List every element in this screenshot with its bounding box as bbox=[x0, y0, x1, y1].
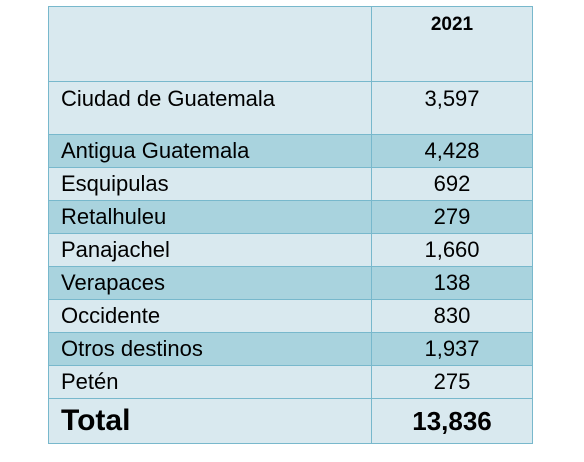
table-header-row: 2021 bbox=[48, 6, 533, 82]
table-row: Esquipulas 692 bbox=[48, 167, 533, 201]
table-row: Occidente 830 bbox=[48, 299, 533, 333]
destination-cell: Occidente bbox=[48, 299, 372, 333]
total-value-cell: 13,836 bbox=[371, 398, 533, 444]
table-row: Otros destinos 1,937 bbox=[48, 332, 533, 366]
value-cell: 138 bbox=[371, 266, 533, 300]
header-year-cell: 2021 bbox=[371, 6, 533, 82]
destination-cell: Retalhuleu bbox=[48, 200, 372, 234]
destination-cell: Esquipulas bbox=[48, 167, 372, 201]
table-row: Panajachel 1,660 bbox=[48, 233, 533, 267]
destination-cell: Ciudad de Guatemala bbox=[48, 81, 372, 135]
destination-cell: Panajachel bbox=[48, 233, 372, 267]
value-cell: 692 bbox=[371, 167, 533, 201]
value-cell: 279 bbox=[371, 200, 533, 234]
table-row: Retalhuleu 279 bbox=[48, 200, 533, 234]
table-row: Ciudad de Guatemala 3,597 bbox=[48, 81, 533, 135]
destination-cell: Petén bbox=[48, 365, 372, 399]
value-cell: 3,597 bbox=[371, 81, 533, 135]
table-total-row: Total 13,836 bbox=[48, 398, 533, 444]
value-cell: 275 bbox=[371, 365, 533, 399]
table-row: Petén 275 bbox=[48, 365, 533, 399]
destination-cell: Verapaces bbox=[48, 266, 372, 300]
total-label-cell: Total bbox=[48, 398, 372, 444]
value-cell: 1,660 bbox=[371, 233, 533, 267]
destination-cell: Antigua Guatemala bbox=[48, 134, 372, 168]
table-row: Verapaces 138 bbox=[48, 266, 533, 300]
destination-cell: Otros destinos bbox=[48, 332, 372, 366]
value-cell: 1,937 bbox=[371, 332, 533, 366]
value-cell: 830 bbox=[371, 299, 533, 333]
destinations-table-container: 2021 Ciudad de Guatemala 3,597 Antigua G… bbox=[48, 6, 533, 444]
value-cell: 4,428 bbox=[371, 134, 533, 168]
header-label-cell bbox=[48, 6, 372, 82]
table-row: Antigua Guatemala 4,428 bbox=[48, 134, 533, 168]
destinations-table: 2021 Ciudad de Guatemala 3,597 Antigua G… bbox=[48, 6, 533, 444]
